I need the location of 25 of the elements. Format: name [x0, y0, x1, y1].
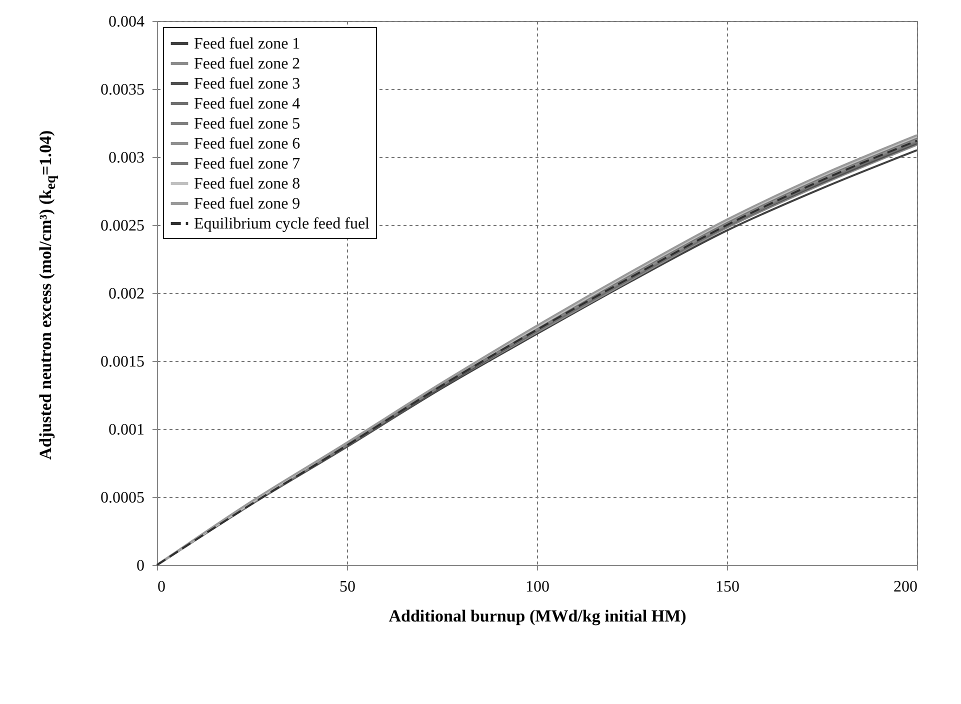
y-tick-label: 0.004	[108, 14, 144, 30]
y-tick-label: 0.001	[108, 422, 144, 438]
x-tick-label: 200	[894, 578, 918, 596]
x-tick-label: 100	[526, 578, 550, 596]
legend-label: Feed fuel zone 8	[194, 176, 300, 192]
x-axis-title: Additional burnup (MWd/kg initial HM)	[388, 606, 686, 626]
y-tick-label: 0.0025	[100, 218, 144, 234]
y-tick-label: 0.0035	[100, 82, 144, 98]
legend-label: Feed fuel zone 5	[194, 116, 300, 132]
legend-label: Equilibrium cycle feed fuel	[194, 216, 370, 232]
legend-label: Feed fuel zone 2	[194, 56, 300, 72]
legend-label: Feed fuel zone 3	[194, 76, 300, 92]
x-tick-label: 0	[158, 578, 166, 596]
legend-label: Feed fuel zone 1	[194, 36, 300, 52]
legend-label: Feed fuel zone 4	[194, 96, 300, 112]
x-tick-label: 50	[340, 578, 356, 596]
y-tick-label: 0.002	[108, 286, 144, 302]
legend-label: Feed fuel zone 6	[194, 136, 300, 152]
legend-label: Feed fuel zone 9	[194, 196, 300, 212]
y-tick-label: 0.003	[108, 150, 144, 166]
y-tick-label: 0.0015	[100, 354, 144, 370]
legend-label: Feed fuel zone 7	[194, 156, 300, 172]
y-tick-label: 0	[136, 558, 144, 574]
x-tick-label: 150	[716, 578, 740, 596]
y-tick-label: 0.0005	[100, 490, 144, 506]
